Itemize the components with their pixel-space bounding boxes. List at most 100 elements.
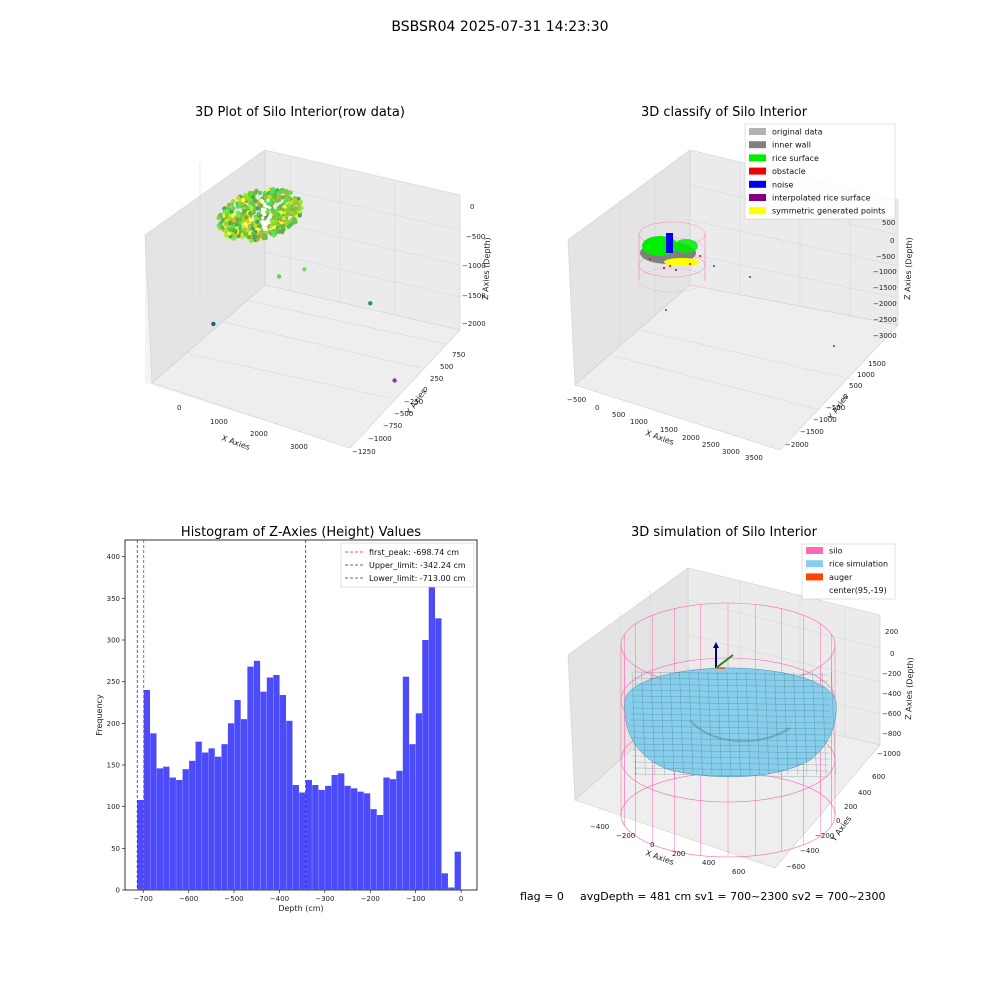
raw-cloud-point [261, 199, 265, 203]
panel-histogram: Histogram of Z-Axies (Height) Values 0 50… [95, 525, 478, 913]
classify-legend-swatch [749, 180, 766, 188]
panel-simulation: 3D simulation of Silo Interior [567, 525, 915, 876]
classify-legend: original data inner wall rice surface obsta… [744, 123, 896, 220]
raw-cloud-point [242, 231, 247, 236]
histogram-bar [150, 733, 157, 890]
histogram-legend-label: Upper_limit: -342.24 cm [369, 561, 466, 570]
histogram-bar [370, 809, 377, 890]
cls-y-tick-4: −500 [826, 404, 845, 412]
cls-x-tick-2: 500 [612, 411, 625, 419]
histogram-bar [409, 744, 416, 890]
histogram-bar [422, 640, 429, 890]
cls-y-tick-7: −2000 [785, 441, 809, 449]
cls-z-tick-0: 500 [882, 219, 895, 227]
raw-cloud-point [242, 208, 247, 214]
raw-cloud-point [281, 216, 286, 221]
histogram-bar [247, 666, 254, 890]
sim-x-label: X Axies [644, 848, 675, 867]
raw-cloud-point [248, 217, 254, 223]
raw-cloud-point [237, 217, 243, 222]
raw-y-tick-5: −500 [394, 410, 413, 418]
histogram-x-tick-label: −700 [134, 895, 153, 903]
raw-y-tick-7: −1000 [368, 435, 392, 443]
raw-cloud-point [285, 209, 290, 214]
histogram-legend-label: Lower_limit: -713.00 cm [369, 574, 466, 583]
histogram-bar [253, 660, 261, 890]
cls-z-tick-5: −2000 [873, 300, 897, 308]
raw-cloud-point [218, 221, 223, 226]
raw-cloud-point [272, 195, 277, 200]
histogram-x-tick-label: −300 [315, 895, 334, 903]
raw-cloud-point [234, 222, 239, 227]
histogram-x-label: Depth (cm) [278, 904, 323, 913]
cls-y-tick-1: 1000 [857, 371, 875, 379]
raw-cloud-point [278, 190, 283, 195]
sim-z-label: Z Axies (Depth) [904, 657, 915, 720]
raw-cloud-point [247, 224, 252, 229]
raw-cloud-point [251, 194, 256, 199]
raw-x-tick-2: 2000 [250, 430, 268, 438]
raw-cloud-point [289, 210, 294, 215]
histogram-x-tick-label: 0 [459, 895, 463, 903]
sim-y-tick-3: 0 [836, 817, 840, 825]
classify-legend-swatch [749, 194, 766, 201]
panel-classify: 3D classify of Silo Interior [567, 105, 914, 462]
cls-x-tick-7: 3000 [722, 448, 740, 456]
classify-legend-swatch [749, 207, 766, 215]
raw-y-tick-6: −750 [383, 422, 402, 430]
raw-cloud-point [219, 225, 225, 230]
raw-cloud-point [223, 221, 229, 227]
raw-cloud-point [246, 235, 251, 240]
raw-cloud-point [283, 188, 288, 194]
histogram-y-ticks: 0 50 100 150 200 250 300 350 400 [107, 553, 125, 895]
raw-z-tick-1: −500 [466, 233, 485, 241]
raw-cloud-point [262, 213, 266, 217]
panel-title-histogram: Histogram of Z-Axies (Height) Values [181, 525, 421, 540]
simulation-legend: silo rice simulation auger center(95,-19) [801, 543, 896, 600]
simulation-legend-swatch [806, 560, 823, 568]
cls-z-tick-1: 0 [890, 237, 894, 245]
cls-y-tick-0: 1500 [868, 360, 886, 368]
raw-cloud-point [231, 228, 236, 233]
histogram-y-tick-label: 0 [116, 887, 120, 895]
histogram-bar [312, 785, 319, 890]
raw-outlier-point [298, 199, 303, 205]
cls-x-tick-1: 0 [595, 404, 599, 412]
raw-cloud-point [224, 213, 230, 218]
raw-cloud-point [267, 200, 272, 206]
classify-legend-label: obstacle [772, 167, 806, 176]
raw-cloud-point [228, 234, 233, 239]
histogram-y-tick-label: 50 [111, 845, 120, 853]
raw-x-tick-1: 1000 [210, 418, 228, 426]
histogram-bar [435, 618, 442, 890]
raw-cloud-point [266, 198, 270, 202]
histogram-y-tick-label: 400 [107, 553, 120, 561]
panel-raw-scatter: 3D Plot of Silo Interior(row data) 0 100… [144, 105, 492, 456]
raw-cloud-point [297, 213, 302, 218]
histogram-y-tick-label: 200 [107, 720, 120, 728]
raw-x-tick-0: 0 [177, 404, 181, 412]
raw-cloud-point [271, 209, 276, 214]
raw-cloud-point [255, 219, 260, 224]
histogram-x-tick-label: −200 [361, 895, 380, 903]
histogram-bar [221, 744, 228, 890]
cls-y-tick-2: 500 [849, 382, 862, 390]
raw-cloud-point [257, 190, 263, 196]
classify-legend-label: original data [772, 128, 823, 137]
sim-z-tick-4: −600 [882, 710, 901, 718]
raw-outlier-point [368, 301, 373, 306]
histogram-bar [376, 815, 384, 890]
cls-z-tick-3: −1000 [873, 268, 897, 276]
simulation-legend-swatch [806, 573, 823, 581]
raw-cloud-point [261, 221, 265, 226]
raw-cloud-point [252, 198, 258, 203]
raw-cloud-point [261, 216, 265, 220]
classify-legend-swatch [749, 167, 766, 175]
raw-y-tick-1: 500 [440, 363, 453, 371]
sim-y-tick-1: 400 [858, 789, 871, 797]
raw-cloud-point [288, 190, 293, 195]
histogram-bar [279, 695, 287, 890]
sim-x-tick-4: 400 [702, 859, 715, 867]
raw-cloud-point [236, 213, 241, 218]
raw-cloud-point [276, 229, 282, 234]
